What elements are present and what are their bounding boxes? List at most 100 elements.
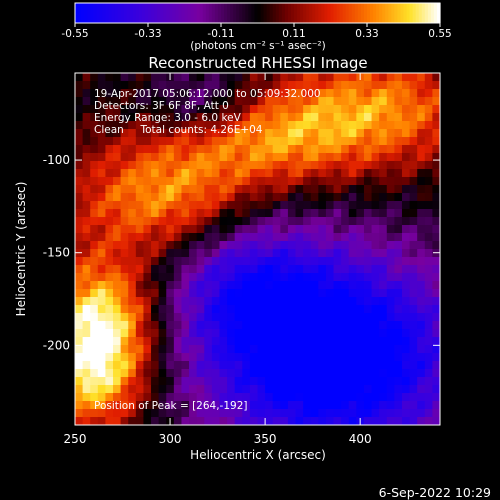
heatmap-cell: [143, 145, 152, 154]
heatmap-cell: [363, 369, 373, 378]
heatmap-cell: [341, 417, 350, 426]
heatmap-cell: [356, 393, 365, 402]
heatmap-cell: [295, 193, 304, 202]
heatmap-cell: [219, 313, 228, 322]
heatmap-cell: [97, 233, 106, 242]
x-tick-label: 250: [64, 432, 87, 446]
heatmap-cell: [181, 369, 190, 378]
heatmap-cell: [310, 337, 319, 346]
heatmap-cell: [280, 393, 289, 402]
heatmap-cell: [173, 281, 182, 290]
colorbar-cell: [400, 3, 405, 23]
heatmap-cell: [401, 321, 411, 330]
heatmap-cell: [325, 249, 335, 258]
heatmap-cell: [371, 281, 380, 290]
heatmap-cell: [234, 145, 243, 154]
heatmap-cell: [325, 201, 335, 210]
heatmap-cell: [325, 321, 335, 330]
heatmap-cell: [105, 417, 114, 426]
heatmap-cell: [424, 337, 433, 346]
heatmap-cell: [287, 313, 297, 322]
heatmap-cell: [363, 361, 373, 370]
heatmap-cell: [318, 409, 327, 418]
heatmap-cell: [189, 161, 198, 170]
heatmap-cell: [363, 393, 373, 402]
heatmap-cell: [325, 329, 335, 338]
colorbar-cell: [196, 3, 201, 23]
heatmap-cell: [227, 209, 236, 218]
heatmap-cell: [310, 177, 319, 186]
heatmap-cell: [113, 305, 122, 314]
heatmap-cell: [181, 97, 190, 106]
heatmap-cell: [113, 89, 122, 98]
heatmap-cell: [105, 169, 114, 178]
heatmap-cell: [234, 345, 243, 354]
heatmap-cell: [181, 201, 190, 210]
heatmap-cell: [105, 409, 114, 418]
heatmap-cell: [333, 73, 342, 82]
heatmap-cell: [424, 249, 433, 258]
heatmap-cell: [409, 401, 418, 410]
heatmap-cell: [409, 353, 418, 362]
heatmap-cell: [379, 417, 388, 426]
heatmap-cell: [234, 257, 243, 266]
heatmap-cell: [341, 361, 350, 370]
heatmap-cell: [287, 177, 297, 186]
heatmap-cell: [97, 409, 106, 418]
heatmap-cell: [166, 129, 175, 138]
heatmap-cell: [135, 265, 144, 274]
colorbar-cell: [181, 3, 186, 23]
heatmap-cell: [394, 417, 403, 426]
heatmap-cell: [432, 409, 441, 418]
heatmap-cell: [97, 313, 106, 322]
heatmap-cell: [325, 393, 335, 402]
heatmap-cell: [287, 337, 297, 346]
heatmap-cell: [303, 297, 312, 306]
heatmap-cell: [128, 113, 137, 122]
heatmap-cell: [432, 361, 441, 370]
heatmap-cell: [105, 121, 114, 130]
heatmap-cell: [173, 129, 182, 138]
heatmap-cell: [310, 233, 319, 242]
heatmap-cell: [120, 185, 129, 194]
heatmap-cell: [242, 281, 251, 290]
heatmap-cell: [280, 153, 289, 162]
heatmap-cell: [128, 297, 137, 306]
heatmap-cell: [265, 113, 274, 122]
colorbar-cell: [166, 3, 170, 23]
heatmap-cell: [249, 369, 258, 378]
heatmap-cell: [386, 313, 395, 322]
heatmap-cell: [166, 169, 175, 178]
heatmap-cell: [341, 337, 350, 346]
heatmap-cell: [409, 225, 418, 234]
heatmap-cell: [371, 161, 380, 170]
heatmap-cell: [432, 345, 441, 354]
heatmap-cell: [432, 313, 441, 322]
heatmap-cell: [386, 337, 395, 346]
heatmap-cell: [379, 409, 388, 418]
heatmap-cell: [143, 281, 152, 290]
heatmap-cell: [424, 105, 433, 114]
heatmap-cell: [90, 313, 99, 322]
heatmap-cell: [82, 337, 91, 346]
heatmap-cell: [120, 281, 129, 290]
heatmap-cell: [105, 289, 114, 298]
heatmap-cell: [189, 329, 198, 338]
heatmap-cell: [371, 193, 380, 202]
heatmap-cell: [189, 361, 198, 370]
heatmap-cell: [82, 393, 91, 402]
heatmap-cell: [386, 257, 395, 266]
heatmap-cell: [151, 377, 160, 386]
heatmap-cell: [181, 153, 190, 162]
heatmap-cell: [173, 145, 182, 154]
heatmap-cell: [303, 393, 312, 402]
heatmap-cell: [409, 105, 418, 114]
heatmap-cell: [151, 97, 160, 106]
heatmap-cell: [90, 289, 99, 298]
heatmap-cell: [295, 369, 304, 378]
heatmap-cell: [363, 297, 373, 306]
heatmap-cell: [287, 137, 297, 146]
heatmap-cell: [189, 257, 198, 266]
heatmap-cell: [280, 105, 289, 114]
heatmap-cell: [143, 185, 152, 194]
